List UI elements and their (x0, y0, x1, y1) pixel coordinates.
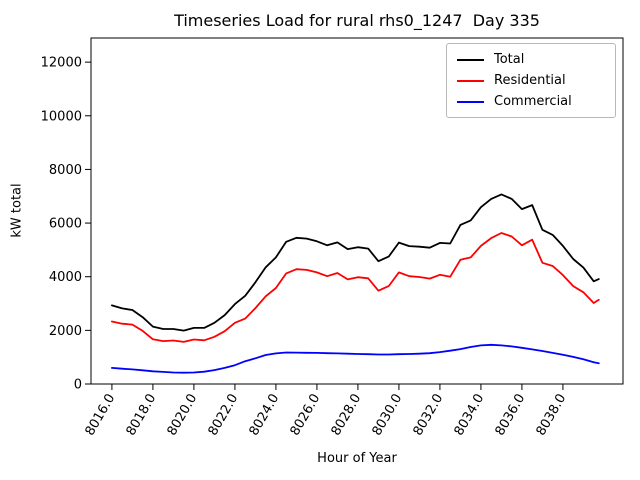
series-line-residential (111, 232, 600, 343)
x-tick-label: 8024.0 (247, 392, 283, 439)
y-axis-label: kW total (9, 183, 25, 238)
x-tick-label: 8036.0 (493, 392, 529, 439)
x-tick-label: 8016.0 (83, 392, 119, 439)
y-tick-label: 12000 (41, 56, 82, 71)
x-tick-label: 8032.0 (411, 392, 447, 439)
x-tick-label: 8026.0 (288, 392, 324, 439)
legend-label-residential: Residential (494, 73, 566, 88)
x-tick-label: 8018.0 (124, 392, 160, 439)
legend-line-swatch-commercial (457, 100, 484, 103)
x-tick-label: 8030.0 (370, 392, 406, 439)
legend-label-commercial: Commercial (494, 94, 572, 109)
chart-title: Timeseries Load for rural rhs0_1247 Day … (174, 11, 540, 30)
y-tick-label: 10000 (41, 109, 82, 124)
x-tick-label: 8020.0 (165, 392, 201, 439)
series-line-total (111, 193, 600, 332)
legend-line-swatch-residential (457, 79, 484, 82)
legend-label-total: Total (494, 52, 525, 67)
x-tick-label: 8028.0 (329, 392, 365, 439)
series-line-commercial (111, 343, 600, 374)
x-axis-label: Hour of Year (317, 451, 397, 466)
legend: Total Residential Commercial (446, 43, 616, 118)
y-tick-label: 8000 (49, 163, 82, 178)
x-tick-label: 8022.0 (206, 392, 242, 439)
legend-item-total: Total (457, 49, 607, 70)
y-tick-label: 4000 (49, 270, 82, 285)
legend-line-swatch-total (457, 58, 484, 61)
y-tick-label: 2000 (49, 324, 82, 339)
y-tick-label: 0 (74, 378, 82, 393)
x-tick-label: 8034.0 (452, 392, 488, 439)
legend-item-residential: Residential (457, 70, 607, 91)
legend-item-commercial: Commercial (457, 91, 607, 112)
x-tick-label: 8038.0 (534, 392, 570, 439)
axes-spines (90, 37, 624, 385)
y-tick-label: 6000 (49, 217, 82, 232)
